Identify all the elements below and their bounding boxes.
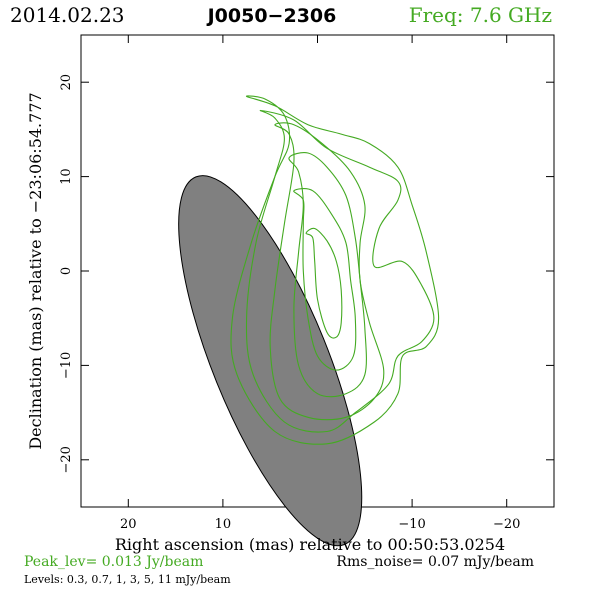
contour-lines [230,95,440,445]
contour-level-1 [269,122,385,421]
contour-level-11 [305,227,343,339]
x-axis-label: Right ascension (mas) relative to 00:50:… [115,535,505,554]
contour-level-5 [293,188,357,371]
contour-level-3 [288,152,367,398]
y-tick-label: 10 [59,168,74,185]
beam-ellipse [178,175,363,547]
contour-level-0_7 [245,109,435,433]
x-tick-label: 20 [120,517,137,532]
axis-ticks [81,35,554,507]
x-tick-label: −10 [398,517,425,532]
observation-date: 2014.02.23 [10,3,125,27]
rms-noise: Rms_noise= 0.07 mJy/beam [336,554,534,570]
y-tick-label: −10 [59,352,74,379]
x-tick-label: 10 [215,517,232,532]
x-tick-label: −20 [493,517,520,532]
y-tick-label: 0 [59,267,74,275]
beam-layer [178,175,363,547]
contour-level-0_3 [230,95,440,445]
frequency-label: Freq: 7.6 GHz [409,3,552,27]
y-tick-label: 20 [59,74,74,91]
source-name: J0050−2306 [206,5,337,27]
y-tick-label: −20 [59,446,74,473]
y-axis-label: Declination (mas) relative to −23:06:54.… [26,92,45,449]
contour-levels: Levels: 0.3, 0.7, 1, 3, 5, 11 mJy/beam [24,573,231,586]
peak-level: Peak_lev= 0.013 Jy/beam [24,554,203,570]
